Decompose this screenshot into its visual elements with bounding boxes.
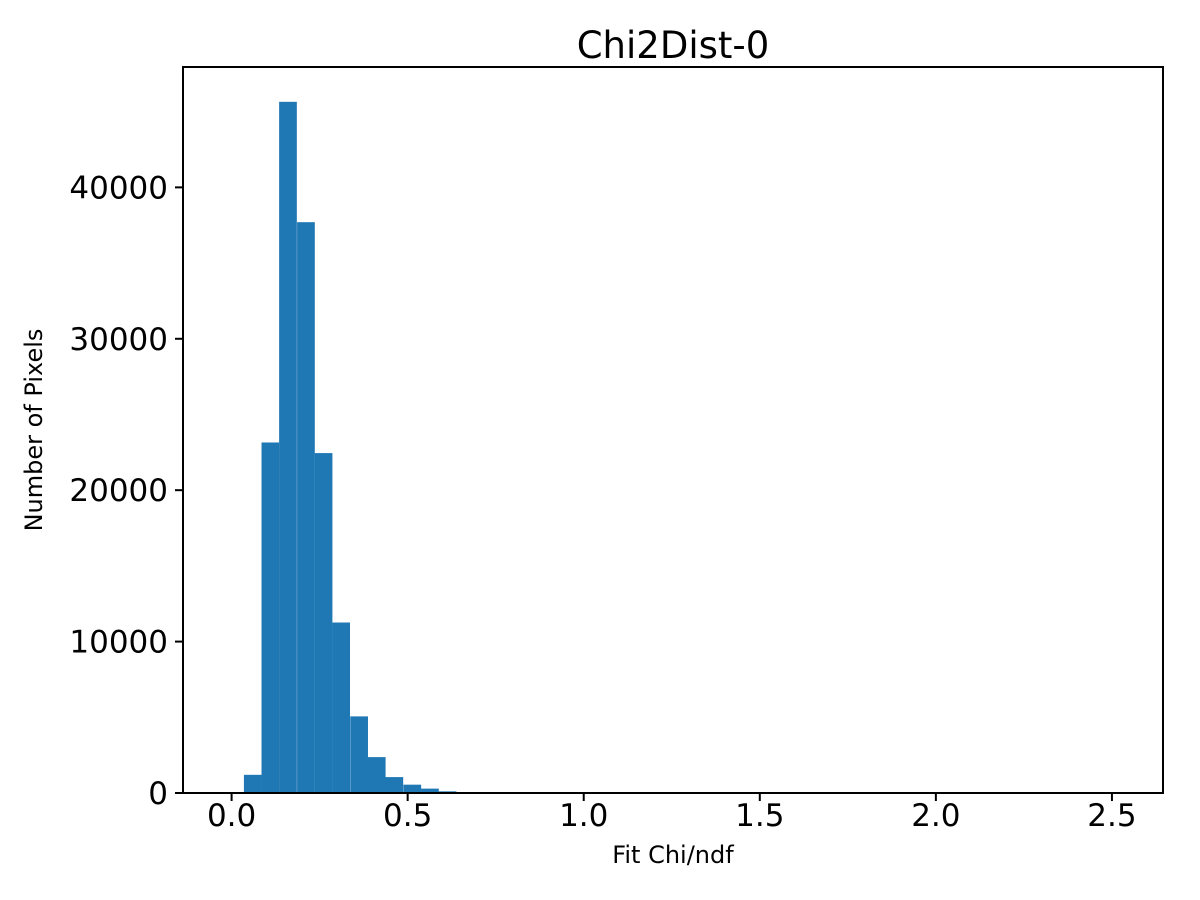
histogram-bar <box>385 777 404 793</box>
histogram-bar <box>297 222 315 793</box>
x-tick-label: 1.0 <box>559 798 608 834</box>
chart-title: Chi2Dist-0 <box>576 24 770 67</box>
histogram-bar <box>279 101 297 793</box>
x-tick-label: 0.0 <box>207 798 256 834</box>
x-tick-label: 0.5 <box>383 798 432 834</box>
y-axis-label: Number of Pixels <box>20 328 48 532</box>
histogram-bar <box>403 784 422 793</box>
y-tick-label: 10000 <box>69 625 168 661</box>
x-axis-label: Fit Chi/ndf <box>612 841 734 869</box>
histogram-bar <box>261 442 280 793</box>
histogram-bar <box>314 453 333 793</box>
histogram-bar <box>421 788 439 793</box>
y-tick-label: 0 <box>148 776 168 812</box>
x-tick-label: 2.0 <box>911 798 960 834</box>
x-tick-label: 2.5 <box>1087 798 1136 834</box>
histogram-bar <box>243 774 262 793</box>
plot-border <box>182 66 1164 794</box>
histogram-bar <box>350 716 368 793</box>
y-tick-label: 30000 <box>69 322 168 358</box>
y-tick-label: 40000 <box>69 170 168 206</box>
x-tick-label: 1.5 <box>735 798 784 834</box>
histogram-bar <box>367 757 386 793</box>
y-tick-label: 20000 <box>69 473 168 509</box>
histogram-bar <box>332 622 351 793</box>
